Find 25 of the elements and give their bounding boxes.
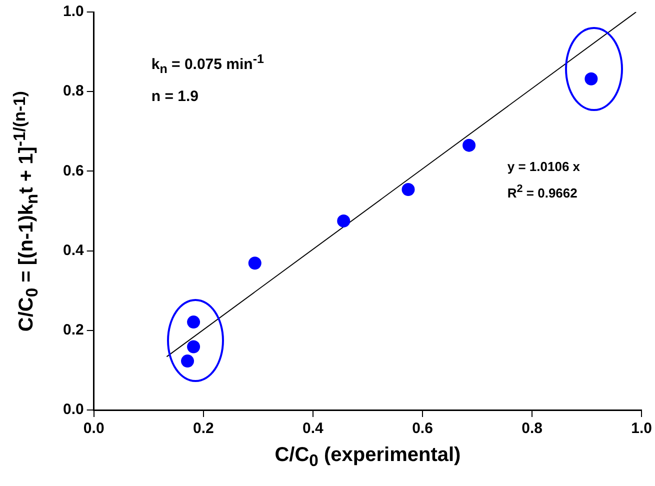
x-tick-label: 0.2: [192, 420, 214, 438]
y-tick-label: 0.4: [62, 242, 84, 259]
y-tick-label: 0.2: [62, 322, 84, 339]
x-tick-label: 0.6: [412, 420, 433, 438]
point: [248, 256, 262, 270]
point: [187, 340, 200, 354]
point: [187, 316, 200, 329]
annotation: n = 1.9: [151, 88, 198, 105]
point: [181, 354, 194, 368]
x-axis-title: C/C$_{0}$ (experimental): [274, 444, 462, 471]
x-tick-label: 0.8: [522, 420, 542, 438]
annotation: y = 1.0106 x: [507, 159, 580, 174]
y-tick-label: 0.8: [62, 82, 84, 100]
y-tick-label: 0.6: [62, 162, 84, 180]
annotation: k$_{n}$ = 0.075 min$^{-1}$: [151, 52, 264, 76]
point: [462, 138, 476, 152]
x-tick-label: 0.4: [302, 420, 324, 438]
x-tick-label: 0.0: [83, 420, 104, 438]
y-tick-label: 0.0: [62, 401, 84, 418]
x-tick-label: 1.0: [631, 420, 652, 438]
annotation: R$^{2}$ = 0.9662: [507, 183, 578, 200]
point: [584, 72, 598, 86]
y-tick-label: 1.0: [62, 3, 84, 20]
point: [402, 183, 415, 196]
point: [337, 214, 350, 228]
